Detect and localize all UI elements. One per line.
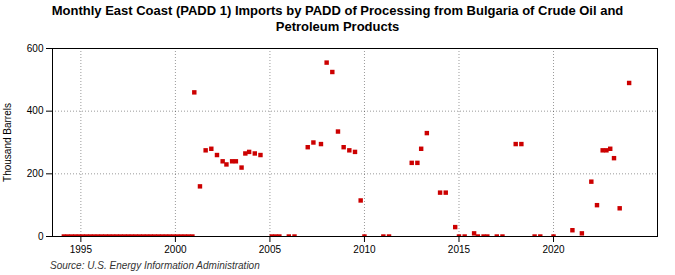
svg-text:2010: 2010 (353, 243, 376, 254)
svg-text:2020: 2020 (542, 243, 565, 254)
html-text:Monthly East Coast (PADD 1) Im: Monthly East Coast (PADD 1) Imports by P… (51, 3, 624, 35)
svg-text:2005: 2005 (259, 243, 282, 254)
svg-text:2000: 2000 (164, 243, 187, 254)
svg-text:1995: 1995 (70, 243, 93, 254)
svg-text:0: 0 (38, 230, 44, 241)
svg-text:200: 200 (27, 168, 44, 179)
svg-text:Thousand Barrels: Thousand Barrels (2, 103, 13, 182)
svg-text:600: 600 (27, 42, 44, 53)
svg-text:2015: 2015 (448, 243, 471, 254)
html-text:Source: U.S. Energy Informatio: Source: U.S. Energy Information Administ… (50, 259, 260, 271)
svg-text:400: 400 (27, 105, 44, 116)
